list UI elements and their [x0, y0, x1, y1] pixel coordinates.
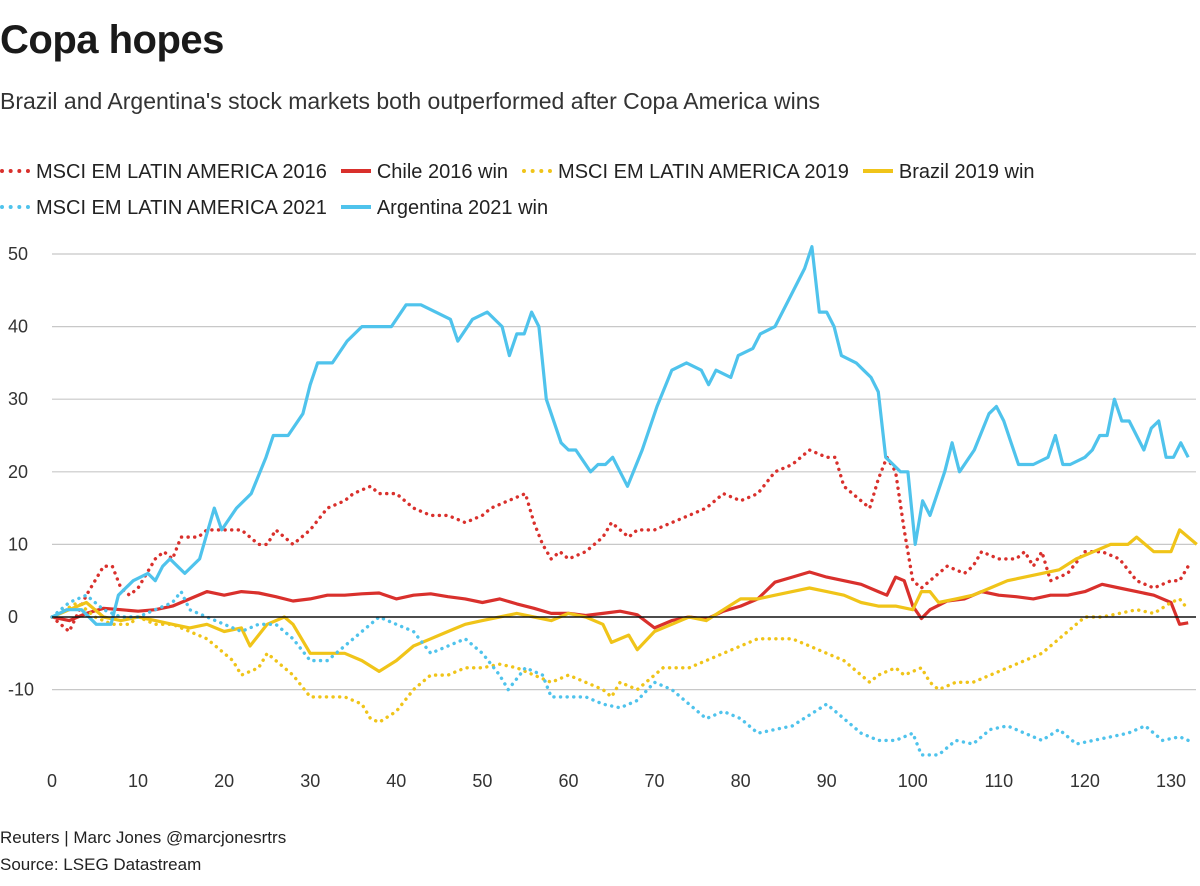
- legend-item: Chile 2016 win: [340, 154, 509, 190]
- legend-label: Chile 2016 win: [376, 161, 509, 183]
- x-tick-label: 20: [214, 771, 234, 790]
- legend-swatch: [0, 204, 30, 209]
- x-tick-label: 80: [731, 771, 751, 790]
- x-tick-label: 120: [1070, 771, 1100, 790]
- legend-swatch: [340, 204, 371, 209]
- y-tick-label: 50: [8, 244, 28, 264]
- y-tick-label: 0: [8, 607, 18, 627]
- legend-label: Brazil 2019 win: [898, 161, 1035, 183]
- x-tick-label: 100: [898, 771, 928, 790]
- x-tick-label: 90: [817, 771, 837, 790]
- series-line-4: [50, 589, 1190, 757]
- legend-label: MSCI EM LATIN AMERICA 2019: [558, 161, 849, 183]
- x-tick-label: 40: [386, 771, 406, 790]
- legend-item: Argentina 2021 win: [340, 190, 549, 226]
- legend: MSCI EM LATIN AMERICA 2016 Chile 2016 win…: [0, 154, 1190, 226]
- series-line-5: [51, 245, 1190, 626]
- legend-label: MSCI EM LATIN AMERICA 2016: [36, 161, 327, 183]
- series-line-3: [51, 528, 1198, 673]
- legend-label: Argentina 2021 win: [376, 197, 549, 219]
- legend-swatch: [862, 168, 893, 173]
- x-tick-label: 50: [472, 771, 492, 790]
- y-tick-label: -10: [8, 680, 34, 700]
- x-tick-label: 60: [558, 771, 578, 790]
- y-tick-label: 40: [8, 317, 28, 337]
- legend-item: MSCI EM LATIN AMERICA 2016: [0, 154, 327, 190]
- x-tick-label: 110: [984, 771, 1013, 790]
- chart-subtitle: Brazil and Argentina's stock markets bot…: [0, 88, 821, 114]
- legend-item: MSCI EM LATIN AMERICA 2021: [0, 190, 327, 226]
- series-line-1: [51, 570, 1189, 630]
- x-tick-label: 130: [1156, 771, 1186, 790]
- legend-swatch: [340, 168, 371, 173]
- x-tick-label: 70: [645, 771, 665, 790]
- credit-line: Reuters | Marc Jones @marcjonesrtrs: [0, 828, 287, 847]
- legend-swatch: [522, 168, 553, 173]
- source-line: Source: LSEG Datastream: [0, 855, 202, 874]
- series-line-0: [50, 448, 1190, 634]
- y-tick-label: 30: [8, 389, 28, 409]
- chart-title: Copa hopes: [0, 18, 224, 62]
- legend-item: Brazil 2019 win: [862, 154, 1035, 190]
- x-tick-label: 10: [128, 771, 148, 790]
- line-chart: -10 0 10 20 30 40 50 0 10 20 30 40 50 60 70 80 90 100 110 1…: [8, 244, 1198, 790]
- legend-label: MSCI EM LATIN AMERICA 2021: [36, 197, 327, 219]
- x-tick-label: 30: [300, 771, 320, 790]
- legend-item: MSCI EM LATIN AMERICA 2019: [522, 154, 849, 190]
- series-line-2: [50, 597, 1190, 724]
- legend-swatch: [0, 168, 30, 173]
- y-tick-label: 10: [8, 534, 28, 554]
- x-tick-label: 0: [47, 771, 57, 790]
- y-tick-label: 20: [8, 462, 28, 482]
